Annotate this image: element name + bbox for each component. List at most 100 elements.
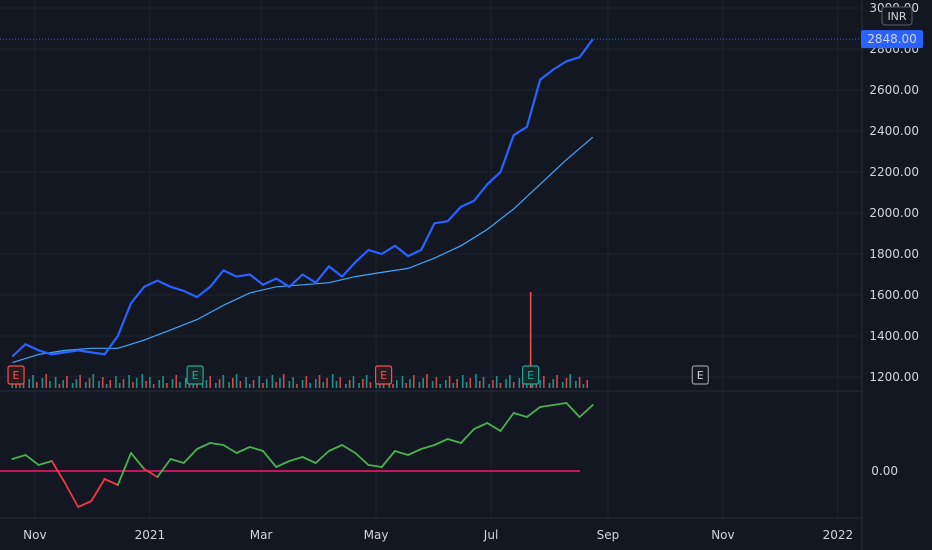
oscillator-segment[interactable] bbox=[539, 404, 555, 408]
time-axis[interactable]: Nov 2021 Mar May Jul Sep Nov 2022 bbox=[23, 528, 853, 542]
earnings-marker-up[interactable]: E bbox=[186, 365, 204, 385]
oscillator-segment[interactable] bbox=[182, 448, 198, 464]
volume-bar bbox=[262, 383, 264, 388]
oscillator-segment[interactable] bbox=[327, 444, 344, 452]
price-overlay: 2848.00 INR bbox=[0, 6, 923, 49]
oscillator-segment[interactable] bbox=[235, 446, 251, 454]
oscillator-segment[interactable] bbox=[143, 468, 159, 478]
volume-bar bbox=[412, 375, 415, 388]
volume-bar bbox=[11, 384, 14, 388]
oscillator-segment[interactable] bbox=[407, 448, 423, 456]
price-line[interactable] bbox=[11, 38, 594, 358]
volume-bar bbox=[35, 382, 38, 388]
oscillator-segment[interactable] bbox=[209, 442, 225, 446]
oscillator-segment[interactable] bbox=[37, 460, 53, 466]
volume-bar bbox=[401, 376, 404, 388]
volume-bar bbox=[132, 382, 134, 388]
volume-bar bbox=[228, 382, 230, 388]
oscillator-segment[interactable] bbox=[169, 458, 185, 464]
oscillator-segment[interactable] bbox=[486, 422, 502, 432]
oscillator-segment[interactable] bbox=[512, 412, 528, 418]
earnings-marker-down[interactable]: E bbox=[7, 365, 25, 385]
volume-bar bbox=[335, 381, 338, 388]
volume-bar bbox=[271, 375, 274, 388]
price-pane[interactable] bbox=[11, 38, 594, 364]
oscillator-segment[interactable] bbox=[196, 442, 212, 450]
oscillator-segment[interactable] bbox=[433, 438, 449, 446]
volume-bar bbox=[358, 383, 360, 388]
volume-bar bbox=[362, 379, 364, 388]
oscillator-segment[interactable] bbox=[499, 412, 515, 432]
earnings-marker-box bbox=[375, 365, 393, 385]
oscillator-pane[interactable] bbox=[0, 402, 594, 508]
volume-bar bbox=[365, 375, 368, 388]
time-tick-label: 2021 bbox=[135, 528, 166, 542]
volume-bar bbox=[141, 374, 144, 388]
oscillator-segment[interactable] bbox=[552, 402, 568, 406]
volume-bar bbox=[275, 382, 277, 388]
oscillator-segment[interactable] bbox=[156, 458, 172, 478]
oscillator-segment[interactable] bbox=[90, 478, 106, 502]
oscillator-segment[interactable] bbox=[354, 452, 370, 466]
oscillator-segment[interactable] bbox=[288, 456, 304, 462]
volume-bar bbox=[535, 384, 538, 388]
volume-bar bbox=[98, 381, 100, 388]
volume-bar bbox=[456, 379, 458, 388]
oscillator-segment[interactable] bbox=[565, 402, 581, 418]
oscillator-segment[interactable] bbox=[222, 444, 238, 454]
earnings-marker-up[interactable]: E bbox=[522, 365, 540, 385]
oscillator-segment[interactable] bbox=[130, 452, 146, 470]
volume-bar bbox=[301, 380, 304, 388]
oscillator-segment[interactable] bbox=[116, 452, 132, 486]
price-axis[interactable]: 3000.002800.002600.002400.002200.002000.… bbox=[869, 1, 919, 478]
oscillator-segment[interactable] bbox=[367, 464, 383, 468]
oscillator-segment[interactable] bbox=[77, 500, 93, 508]
volume-bar bbox=[279, 378, 281, 388]
volume-bar bbox=[465, 382, 468, 388]
volume-bar bbox=[41, 378, 44, 388]
oscillator-segment[interactable] bbox=[459, 428, 476, 444]
currency-badge-box bbox=[881, 6, 913, 26]
volume-bar bbox=[409, 379, 411, 388]
volume-bar bbox=[405, 383, 408, 388]
oscillator-segment[interactable] bbox=[526, 406, 541, 418]
oscillator-segment[interactable] bbox=[446, 438, 462, 444]
oscillator-segment[interactable] bbox=[578, 404, 594, 418]
volume-bar bbox=[422, 378, 424, 388]
volume-bar bbox=[84, 382, 87, 388]
oscillator-segment[interactable] bbox=[11, 454, 27, 460]
volume-bar bbox=[265, 379, 268, 388]
price-tick-label: 2200.00 bbox=[869, 165, 919, 179]
volume-bar bbox=[445, 380, 447, 388]
volume-bar bbox=[218, 379, 221, 388]
volume-bar bbox=[28, 379, 31, 388]
earnings-marker-down[interactable]: E bbox=[375, 365, 393, 385]
volume-bar bbox=[22, 383, 25, 388]
oscillator-segment[interactable] bbox=[103, 478, 119, 486]
oscillator-segment[interactable] bbox=[301, 456, 317, 464]
oscillator-segment[interactable] bbox=[262, 450, 278, 468]
oscillator-segment[interactable] bbox=[314, 450, 330, 464]
oscillator-segment[interactable] bbox=[275, 460, 291, 468]
oscillator-segment[interactable] bbox=[420, 444, 436, 450]
oscillator-segment[interactable] bbox=[24, 454, 40, 466]
oscillator-segment[interactable] bbox=[341, 444, 357, 454]
oscillator-segment[interactable] bbox=[380, 450, 396, 468]
volume-bar bbox=[166, 383, 168, 388]
earnings-marker-label: E bbox=[380, 369, 387, 382]
earnings-marker-future[interactable]: E bbox=[691, 365, 709, 385]
volume-bar bbox=[71, 383, 74, 388]
oscillator-segment[interactable] bbox=[64, 482, 80, 508]
oscillator-segment[interactable] bbox=[473, 422, 489, 430]
oscillator-segment[interactable] bbox=[248, 446, 264, 452]
price-tick-label: 2600.00 bbox=[869, 83, 919, 97]
volume-bar bbox=[582, 384, 585, 388]
currency-badge[interactable]: INR bbox=[881, 6, 913, 26]
oscillator-segment[interactable] bbox=[393, 450, 410, 456]
oscillator-segment[interactable] bbox=[50, 460, 66, 484]
time-tick-label: Nov bbox=[711, 528, 734, 542]
